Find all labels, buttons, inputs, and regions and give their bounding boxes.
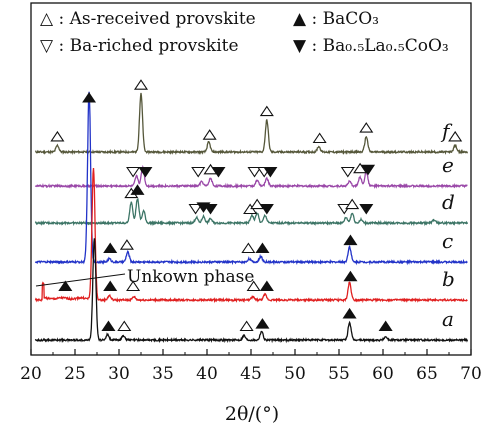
annotation-label: Unkown phase [127, 267, 254, 287]
phase-marker-b [343, 270, 358, 282]
phase-marker-a [101, 320, 116, 332]
x-axis: 20 25 30 35 40 45 50 55 60 65 70 [20, 349, 482, 384]
trace-a [34, 238, 469, 344]
phase-marker-e [263, 166, 278, 178]
legend-ba-riched: ▽ : Ba-riched provskite [40, 36, 239, 56]
curve-label-c: c [442, 229, 453, 253]
legend-as-received: △ : As-received provskite [40, 9, 256, 29]
phase-marker-c [119, 239, 134, 250]
legend-bala-cobaltite: ▼ : Ba₀.₅La₀.₅CoO₃ [293, 36, 449, 56]
trace-e [34, 164, 468, 190]
phase-marker-a [117, 320, 132, 332]
x-tick-label: 70 [460, 364, 482, 384]
phase-marker-e [361, 164, 376, 176]
phase-marker-f [312, 132, 327, 144]
phase-marker-f [202, 129, 217, 140]
x-tick-label: 35 [152, 364, 174, 384]
phase-marker-e [138, 166, 153, 178]
phase-marker-b [259, 280, 274, 292]
phase-marker-c [343, 234, 358, 246]
trace-b [34, 168, 468, 304]
curve-label-d: d [442, 190, 455, 214]
curve-label-a: a [442, 307, 454, 331]
phase-marker-c [103, 242, 118, 254]
phase-marker-d [130, 184, 145, 195]
phase-marker-e [353, 162, 368, 174]
phase-marker-d [188, 203, 203, 215]
pattern-curves [34, 91, 469, 344]
phase-marker-f [133, 79, 149, 90]
phase-marker-d [345, 198, 360, 210]
x-tick-label: 25 [64, 364, 86, 384]
phase-markers [50, 79, 463, 332]
phase-marker-e [247, 166, 262, 178]
trace-c [34, 91, 468, 266]
phase-marker-e [126, 166, 141, 178]
legend: △ : As-received provskite ▽ : Ba-riched … [40, 9, 449, 56]
annotation-leader-line [35, 273, 126, 287]
phase-marker-b [103, 280, 118, 292]
phase-marker-a [255, 318, 270, 329]
phase-marker-c [255, 242, 270, 254]
unknown-phase-annotation: Unkown phase [35, 267, 254, 287]
curve-label-e: e [442, 153, 454, 177]
phase-marker-f [50, 130, 65, 142]
legend-baco3: ▲ : BaCO₃ [293, 9, 379, 29]
phase-marker-f [259, 105, 274, 117]
x-axis-title: 2θ/(°) [225, 403, 279, 425]
phase-marker-b [126, 280, 141, 292]
x-tick-label: 60 [372, 364, 394, 384]
trace-f [34, 92, 469, 156]
curve-label-b: b [442, 267, 455, 291]
x-tick-label: 20 [20, 364, 42, 384]
phase-marker-c [241, 242, 256, 254]
phase-marker-e [211, 166, 226, 178]
phase-marker-d [203, 203, 218, 215]
phase-marker-b [58, 280, 73, 292]
phase-marker-a [239, 320, 254, 332]
phase-marker-a [342, 307, 357, 319]
phase-marker-f [448, 130, 463, 142]
x-tick-label: 30 [108, 364, 130, 384]
trace-d [34, 198, 469, 227]
phase-marker-d [359, 203, 374, 215]
x-tick-label: 40 [196, 364, 218, 384]
phase-marker-f [359, 122, 374, 133]
x-tick-label: 55 [328, 364, 350, 384]
phase-marker-e [191, 166, 206, 178]
phase-marker-a [378, 320, 393, 332]
phase-marker-b [246, 280, 261, 292]
x-tick-label: 65 [416, 364, 438, 384]
phase-marker-d [259, 203, 274, 215]
x-tick-label: 45 [240, 364, 262, 384]
phase-marker-c-top [82, 92, 97, 103]
x-tick-label: 50 [284, 364, 306, 384]
phase-marker-e [340, 166, 355, 178]
